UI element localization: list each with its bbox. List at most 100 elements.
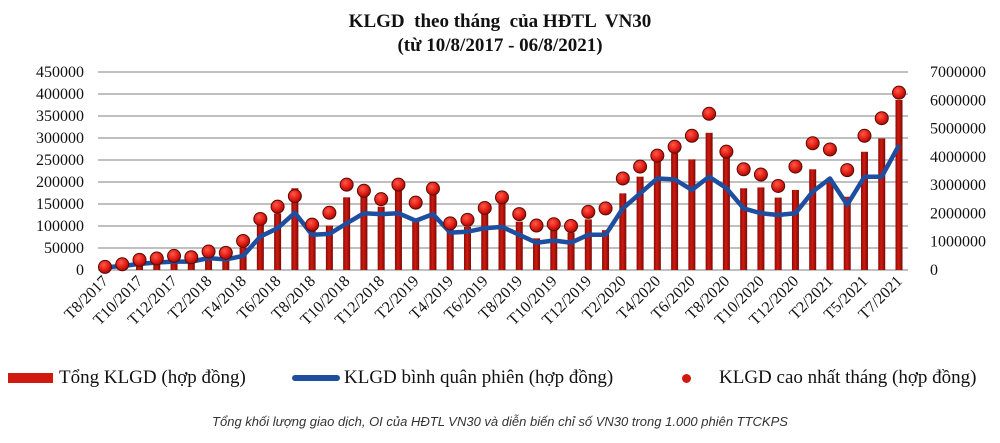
- max-dot: [650, 148, 665, 163]
- caption: Tổng khối lượng giao dịch, OI của HĐTL V…: [212, 414, 788, 429]
- max-dot: [391, 177, 406, 192]
- max-dot: [270, 199, 285, 214]
- bar: [602, 230, 610, 270]
- bar: [860, 151, 868, 270]
- legend-label-total: Tổng KLGD (hợp đồng): [59, 367, 246, 388]
- bar: [446, 226, 454, 270]
- bar: [187, 261, 195, 270]
- bar: [170, 261, 178, 270]
- max-dot: [667, 139, 682, 154]
- max-dot: [633, 159, 648, 174]
- bar: [791, 189, 799, 270]
- max-dot: [805, 136, 820, 151]
- max-dot: [253, 211, 268, 226]
- bar: [774, 197, 782, 270]
- chart-plot: 0 50000 100000 150000 200000 250000 300000 3500…: [36, 64, 986, 329]
- bar: [722, 156, 730, 270]
- bar: [239, 247, 247, 270]
- max-dot: [132, 252, 147, 267]
- average-line: [104, 143, 901, 270]
- max-dot: [512, 207, 527, 222]
- max-dot: [753, 167, 768, 182]
- max-dot: [529, 218, 544, 233]
- legend-label-average: KLGD bình quân phiên (hợp đồng): [344, 367, 614, 388]
- max-dot: [684, 128, 699, 143]
- bar: [550, 230, 558, 270]
- y-right-tick-label: 5000000: [930, 121, 986, 138]
- bar: [256, 223, 264, 270]
- max-dot: [840, 163, 855, 178]
- bar: [291, 188, 299, 270]
- y-right-tick-label: 6000000: [930, 92, 986, 109]
- y-left-tick-label: 150000: [36, 196, 84, 213]
- bar: [653, 159, 661, 270]
- max-dot: [822, 142, 837, 157]
- bar: [274, 213, 282, 270]
- bar: [757, 187, 765, 270]
- bar: [533, 238, 541, 270]
- y-left-tick-label: 400000: [36, 86, 84, 103]
- bar: [325, 225, 333, 270]
- bar: [412, 221, 420, 270]
- max-dot: [322, 205, 337, 220]
- bar: [153, 262, 161, 270]
- max-dot: [305, 217, 320, 232]
- y-right-tick-label: 2000000: [930, 205, 986, 222]
- legend-item-average: KLGD bình quân phiên (hợp đồng): [292, 367, 613, 389]
- bar: [584, 219, 592, 270]
- chart-subtitle: (từ 10/8/2017 - 06/8/2021): [397, 35, 603, 56]
- legend: Tổng KLGD (hợp đồng) KLGD bình quân phiê…: [0, 367, 1000, 397]
- max-dot: [339, 177, 354, 192]
- legend-label-max: KLGD cao nhất tháng (hợp đồng): [719, 367, 977, 388]
- max-dot: [771, 178, 786, 193]
- bar: [222, 256, 230, 270]
- bar: [429, 193, 437, 270]
- max-dot: [184, 250, 199, 265]
- bar: [136, 264, 144, 270]
- y-right-tick-label: 7000000: [930, 64, 986, 81]
- bar: [878, 138, 886, 270]
- bar: [671, 153, 679, 270]
- y-right-tick-label: 3000000: [930, 177, 986, 194]
- bar: [705, 132, 713, 270]
- max-dot: [201, 244, 216, 259]
- legend-line-swatch: [292, 375, 340, 381]
- max-dot: [546, 217, 561, 232]
- bar: [498, 203, 506, 270]
- y-right-tick-label: 0: [930, 262, 938, 279]
- bar: [895, 100, 903, 270]
- max-dot: [460, 212, 475, 227]
- bar: [308, 230, 316, 270]
- max-dot: [874, 111, 889, 126]
- max-dot: [495, 190, 509, 205]
- max-dot: [287, 189, 302, 204]
- max-dot: [356, 183, 371, 198]
- max-dot: [736, 162, 751, 177]
- max-dot: [581, 204, 596, 219]
- max-dot: [425, 181, 440, 196]
- max-dot: [149, 251, 164, 266]
- bar: [826, 180, 834, 270]
- max-dot: [115, 257, 130, 272]
- max-dot: [236, 233, 251, 248]
- bar: [740, 188, 748, 270]
- bar: [463, 226, 471, 270]
- y-left-tick-label: 300000: [36, 130, 84, 147]
- legend-bar-swatch: [8, 373, 53, 383]
- chart-title: KLGD theo tháng của HĐTL VN30 (từ 10/8/2…: [0, 10, 1000, 58]
- bar: [394, 186, 402, 270]
- max-dot: [615, 171, 630, 186]
- bar: [688, 159, 696, 270]
- max-dot: [408, 195, 423, 210]
- max-dot: [218, 245, 233, 260]
- chart-title-main: KLGD theo tháng của HĐTL VN30: [348, 11, 652, 32]
- legend-item-max: KLGD cao nhất tháng (hợp đồng): [664, 367, 977, 389]
- y-right-tick-label: 4000000: [930, 149, 986, 166]
- bar: [843, 196, 851, 270]
- max-dot: [374, 192, 389, 207]
- bar: [636, 176, 644, 270]
- max-dot: [598, 201, 613, 216]
- bar: [619, 193, 627, 270]
- max-dot: [443, 216, 458, 231]
- max-dot: [98, 259, 112, 274]
